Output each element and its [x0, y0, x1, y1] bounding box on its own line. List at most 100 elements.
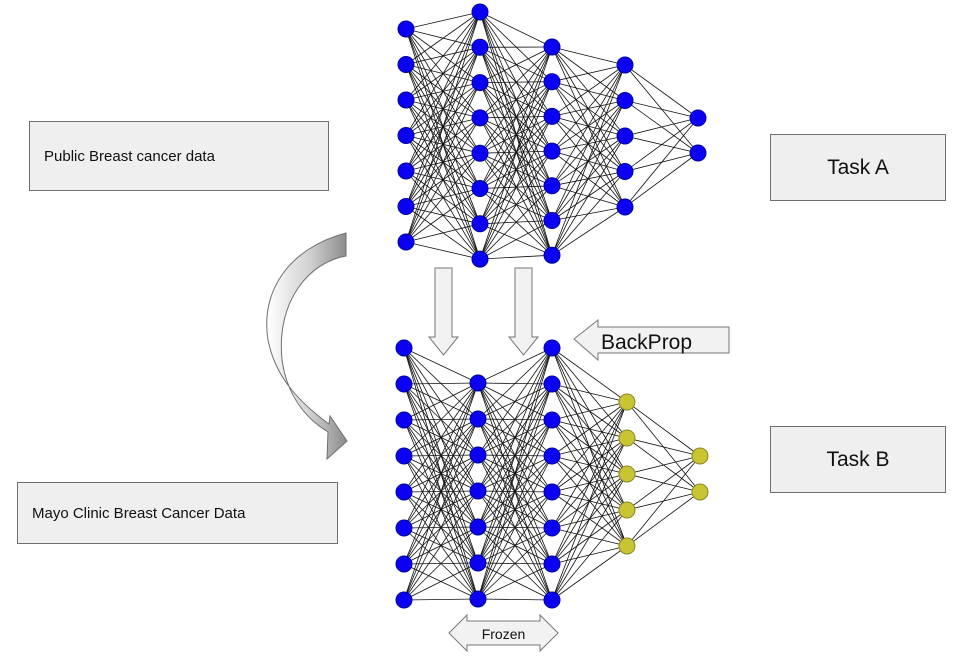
network-b-layer-4-node — [618, 465, 636, 483]
public-data-box: Public Breast cancer data — [29, 121, 329, 191]
network-a-edge — [551, 206, 626, 256]
network-a-edge — [405, 11, 481, 65]
network-a-layer-4-node — [616, 163, 634, 180]
network-b-layer-4-node — [618, 501, 636, 519]
network-a-edge — [405, 11, 481, 207]
network-b-edge — [477, 527, 553, 600]
public-data-label: Public Breast cancer data — [44, 147, 215, 165]
network-b-edge — [403, 347, 479, 384]
network-b-edge — [551, 383, 628, 403]
network-b-edge — [551, 401, 628, 601]
network-b-edge — [551, 473, 628, 601]
network-b-edge — [626, 491, 701, 547]
network-b-edge — [477, 347, 553, 528]
network-a-edge — [479, 46, 553, 260]
network-b-edge — [477, 383, 553, 600]
network-a-layer-1-node — [397, 198, 415, 215]
network-b-edge — [551, 347, 628, 403]
network-a-layer-2-node — [471, 38, 489, 56]
transfer-down-arrow-left — [427, 267, 460, 356]
network-b-edge — [551, 509, 628, 601]
network-a-edge — [405, 223, 481, 243]
network-b-layer-1-node — [395, 375, 413, 393]
network-b-layer-2-node — [469, 554, 487, 572]
network-a-edge — [551, 64, 626, 187]
network-a-layer-3-node — [543, 142, 561, 160]
network-b-edge — [403, 598, 479, 601]
network-a-edge — [551, 64, 626, 83]
network-b-edge — [403, 382, 479, 457]
network-b-edge — [626, 455, 701, 475]
network-a-edge — [405, 11, 481, 101]
network-task-b — [395, 339, 709, 609]
network-b-layer-1-node — [395, 555, 413, 573]
network-a-edge — [405, 11, 481, 243]
network-a-edge — [405, 188, 481, 243]
network-a-edge — [624, 152, 699, 208]
network-a-edge — [405, 11, 481, 30]
network-a-layer-2-node — [471, 3, 489, 21]
network-a-edge — [624, 117, 699, 137]
backprop-label: BackProp — [601, 331, 692, 354]
network-b-edge — [477, 563, 553, 600]
network-b-layer-4-node — [618, 429, 636, 447]
network-a-layer-3-node — [543, 73, 561, 91]
network-a-edge — [551, 64, 626, 152]
network-a-edge — [479, 150, 553, 260]
network-b-layer-1-node — [395, 519, 413, 537]
network-a-edge — [405, 47, 481, 243]
network-b-layer-4-node — [618, 537, 636, 555]
task-b-box: Task B — [770, 426, 946, 493]
network-b-layer-5-node — [691, 447, 709, 465]
network-a-layer-4-node — [616, 92, 634, 109]
network-b-edge — [403, 382, 479, 565]
network-a-edge — [479, 46, 553, 83]
network-a-edge — [405, 117, 481, 243]
network-b-layer-1-node — [395, 339, 413, 357]
network-b-edge — [403, 526, 479, 601]
network-a-edge — [551, 64, 626, 221]
network-a-edge — [551, 100, 626, 256]
network-b-layer-5-node — [691, 483, 709, 501]
network-b-layer-3-node — [543, 375, 561, 393]
network-a-layer-3-node — [543, 246, 561, 264]
mayo-data-box: Mayo Clinic Breast Cancer Data — [17, 482, 338, 544]
network-a-layer-1-node — [397, 233, 415, 251]
network-a-layer-3-node — [543, 107, 561, 125]
network-b-layer-1-node — [395, 411, 413, 429]
network-b-edge — [551, 401, 628, 529]
network-a-edge — [624, 100, 699, 119]
network-a-edge — [624, 64, 699, 119]
network-b-edge — [551, 401, 628, 457]
network-a-layer-2-node — [471, 144, 489, 162]
network-b-edge — [477, 455, 553, 600]
network-a-layer-1-node — [397, 91, 415, 109]
network-b-edge — [626, 455, 701, 511]
network-a-layer-5-node — [689, 109, 707, 127]
network-b-edge — [551, 401, 628, 565]
network-a-edge — [479, 254, 553, 260]
task-a-label: Task A — [827, 155, 889, 179]
network-a-layer-2-node — [471, 180, 489, 197]
network-a-layer-2-node — [471, 215, 489, 233]
network-a-edge — [551, 171, 626, 256]
network-b-edge — [403, 490, 479, 601]
network-a-edge — [551, 135, 626, 256]
network-a-edge — [405, 241, 481, 260]
backprop-arrow — [573, 318, 730, 362]
mayo-data-label: Mayo Clinic Breast Cancer Data — [32, 504, 246, 522]
network-b-edge — [551, 437, 628, 601]
network-b-layer-3-node — [543, 483, 561, 501]
network-a-layer-3-node — [543, 212, 561, 229]
network-a-layer-2-node — [471, 109, 489, 127]
network-b-layer-3-node — [543, 519, 561, 537]
network-a-layer-2-node — [471, 74, 489, 92]
network-a-layer-1-node — [397, 56, 415, 73]
network-b-layer-3-node — [543, 447, 561, 465]
network-a-layer-1-node — [397, 127, 415, 144]
network-b-layer-3-node — [543, 339, 561, 357]
transfer-down-arrow-right — [507, 267, 540, 356]
network-a-edge — [551, 64, 626, 256]
network-b-edge — [403, 382, 479, 601]
